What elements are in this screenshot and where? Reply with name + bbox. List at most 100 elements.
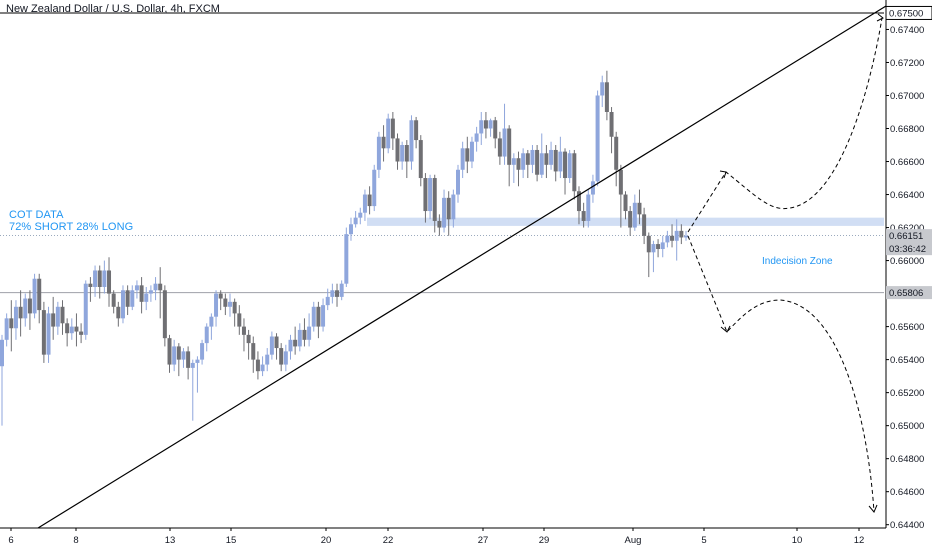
candle (134, 280, 139, 299)
x-tick-label: Aug (625, 535, 642, 546)
candle-body (260, 364, 265, 372)
candle (451, 189, 456, 228)
candle-body (474, 133, 479, 142)
candle (530, 145, 535, 174)
candle-body (539, 153, 544, 175)
candle-body (269, 336, 274, 355)
candle-body (651, 244, 656, 253)
candle-body (511, 158, 516, 165)
candle (502, 103, 507, 165)
candle (437, 214, 442, 236)
candle (660, 235, 665, 258)
candle (125, 285, 130, 316)
candle (618, 164, 623, 228)
x-tick-label: 8 (73, 535, 78, 546)
candle (107, 257, 112, 307)
candle-body (97, 270, 102, 287)
candle (418, 135, 423, 187)
chart-title: New Zealand Dollar / U.S. Dollar, 4h, FX… (6, 3, 220, 15)
candle (274, 333, 279, 360)
time-axis[interactable]: 6 8 13 15 20 22 27 29 Aug 5 10 12 (0, 527, 886, 546)
candle (60, 300, 65, 335)
price-axis[interactable]: 0.67400 0.67200 0.67000 0.66800 0.66600 0.664… (885, 0, 924, 531)
candle (428, 174, 433, 220)
candle-body (69, 326, 74, 334)
candle-body (46, 313, 51, 355)
current-price-label-bg (886, 229, 932, 256)
candle (590, 174, 595, 203)
candle-body (460, 148, 465, 170)
candle-body (93, 270, 98, 287)
candle (144, 286, 149, 311)
candle (120, 285, 125, 324)
candle-body (339, 283, 344, 297)
candle-body (55, 306, 60, 327)
candle (549, 141, 554, 170)
candle-body (218, 293, 223, 299)
support-price-label: 0.65806 (889, 288, 923, 299)
candle-body (572, 153, 577, 192)
candle-body (111, 293, 116, 307)
candle-body (502, 128, 507, 157)
candle-body (549, 149, 554, 165)
candle-body (51, 313, 56, 327)
indecision-zone-label: Indecision Zone (762, 256, 833, 267)
candle-body (23, 298, 28, 319)
candle (348, 217, 353, 241)
candle-body (74, 326, 79, 332)
candle-body (553, 149, 558, 172)
candle-body (60, 306, 65, 324)
top-price-label: 0.67500 (889, 8, 923, 19)
candle-body (604, 82, 609, 112)
candle-body (209, 316, 214, 327)
y-tick-label: 0.65000 (890, 421, 924, 432)
candle (665, 230, 670, 248)
candle (223, 293, 228, 316)
candle (367, 186, 372, 215)
candle-body (167, 338, 172, 365)
candle (381, 125, 386, 162)
candle-body (32, 278, 37, 314)
y-tick-label: 0.66400 (890, 190, 924, 201)
candle-body (493, 120, 498, 139)
x-tick-label: 15 (226, 535, 237, 546)
candle (260, 356, 265, 377)
candle (283, 344, 288, 372)
candle-body (642, 214, 647, 236)
candle (567, 149, 572, 183)
candle (153, 277, 158, 301)
candle-body (325, 296, 330, 306)
candle-body (581, 211, 586, 221)
candle-body (414, 120, 419, 141)
candle (516, 151, 521, 187)
candle (269, 331, 274, 360)
candle (539, 133, 544, 179)
bullish-arrowhead-1 (719, 170, 727, 179)
candle (474, 126, 479, 152)
candle-body (307, 326, 312, 340)
candle-body (181, 351, 186, 360)
candle-body (79, 331, 84, 335)
bearish-arrowhead-2 (868, 504, 878, 513)
ascending-trendline[interactable] (37, 5, 887, 529)
candle-body (497, 138, 502, 157)
current-price-label: 0.66151 (889, 231, 923, 242)
candle (372, 164, 377, 212)
candle (414, 116, 419, 149)
candle (237, 305, 242, 335)
candle (684, 230, 688, 241)
candle (469, 136, 474, 169)
y-tick-label: 0.66800 (890, 124, 924, 135)
candle (46, 306, 51, 363)
candle (572, 149, 577, 200)
candle-body (507, 128, 512, 165)
candle (432, 174, 437, 233)
support-price-label-bg (886, 286, 932, 300)
candle-body (293, 339, 298, 347)
candle (511, 153, 516, 183)
candle (0, 334, 4, 426)
candle-body (265, 354, 270, 365)
candle (632, 194, 637, 231)
candle-body (316, 306, 321, 327)
